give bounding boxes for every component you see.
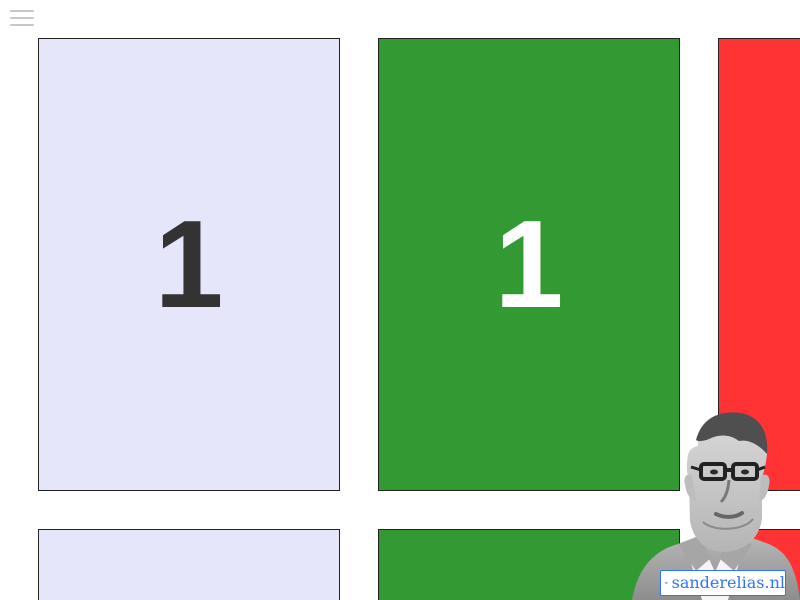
- brand-badge[interactable]: sanderelias.nl: [660, 570, 786, 596]
- card-lavender-top-left[interactable]: 1: [38, 38, 340, 491]
- card-green-bottom-middle[interactable]: [378, 529, 680, 600]
- card-number: 1: [154, 195, 224, 334]
- card-green-top-middle[interactable]: 1: [378, 38, 680, 491]
- hamburger-line: [10, 24, 34, 26]
- hamburger-line: [10, 17, 34, 19]
- card-number: 1: [494, 195, 564, 334]
- hamburger-menu-button[interactable]: [8, 8, 36, 28]
- butterfly-icon: [665, 582, 668, 584]
- hamburger-line: [10, 10, 34, 12]
- brand-site-name: sanderelias.nl: [671, 573, 785, 592]
- card-lavender-bottom-left[interactable]: [38, 529, 340, 600]
- author-portrait-overlay: sanderelias.nl: [630, 406, 800, 600]
